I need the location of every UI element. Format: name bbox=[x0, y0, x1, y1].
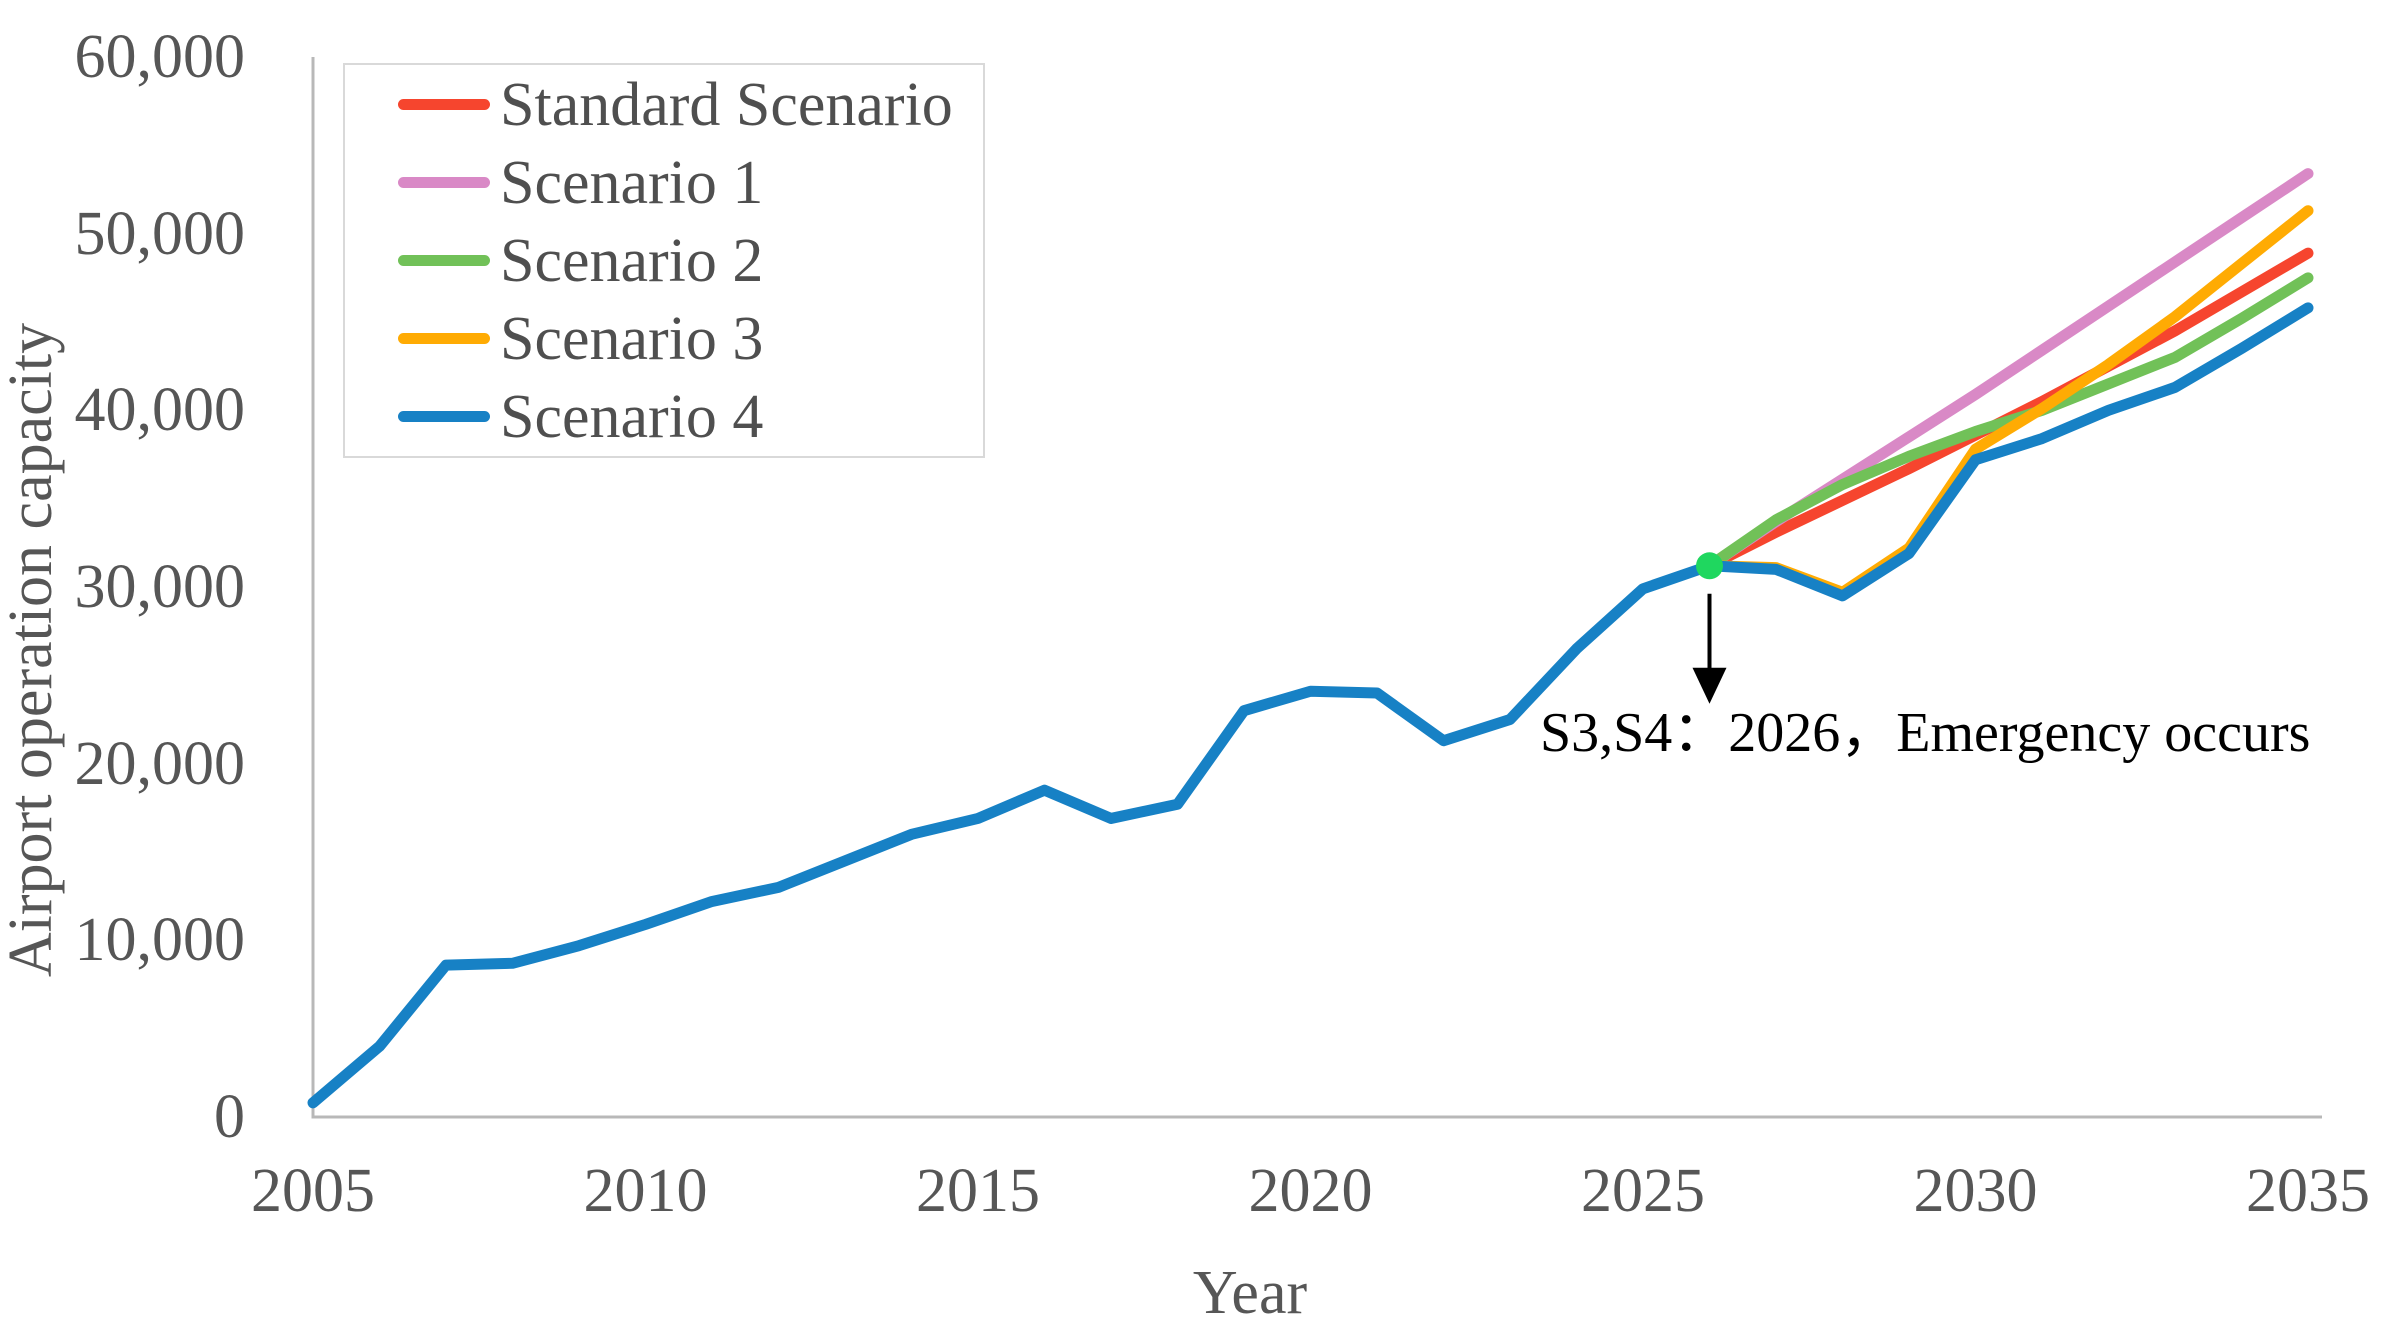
x-tick-label: 2025 bbox=[1581, 1157, 1705, 1225]
emergency-marker-dot bbox=[1696, 552, 1723, 580]
legend-label: Scenario 4 bbox=[500, 382, 764, 451]
legend-swatch-scenario-1 bbox=[398, 177, 490, 188]
x-tick-label: 2030 bbox=[1913, 1157, 2038, 1225]
y-tick-label: 50,000 bbox=[74, 199, 246, 268]
y-tick-label: 60,000 bbox=[74, 23, 246, 91]
series-line-scenario-3 bbox=[1704, 205, 2314, 598]
x-tick-label: 2020 bbox=[1248, 1157, 1373, 1225]
legend-label: Scenario 3 bbox=[500, 304, 764, 373]
x-tick-label: 2015 bbox=[916, 1157, 1040, 1225]
legend-label: Scenario 2 bbox=[500, 226, 764, 295]
legend-item-standard-scenario: Standard Scenario bbox=[345, 66, 983, 143]
legend-label: Scenario 1 bbox=[500, 148, 764, 217]
y-tick-label: 30,000 bbox=[74, 553, 246, 621]
legend-swatch-scenario-2 bbox=[398, 255, 490, 266]
x-tick-label: 2005 bbox=[251, 1157, 375, 1225]
x-tick-label: 2010 bbox=[583, 1157, 708, 1225]
legend-swatch-standard-scenario bbox=[398, 99, 490, 110]
y-tick-label: 20,000 bbox=[74, 729, 246, 798]
legend-label: Standard Scenario bbox=[500, 70, 953, 139]
series-line-standard-scenario bbox=[1704, 247, 2314, 572]
series-line-scenario-2 bbox=[1704, 272, 2314, 572]
legend-item-scenario-1: Scenario 1 bbox=[345, 144, 983, 221]
x-tick-label: 2035 bbox=[2246, 1157, 2370, 1225]
legend-swatch-scenario-3 bbox=[398, 333, 490, 344]
y-tick-label: 10,000 bbox=[74, 906, 246, 975]
legend-swatch-scenario-4 bbox=[398, 411, 490, 422]
annotation-arrow-head bbox=[1692, 667, 1727, 704]
axis-lines bbox=[311, 57, 2322, 1119]
legend-item-scenario-4: Scenario 4 bbox=[345, 378, 983, 455]
annotation-text: S3,S4：2026，Emergency occurs bbox=[1540, 702, 2311, 764]
legend-item-scenario-2: Scenario 2 bbox=[345, 222, 983, 299]
y-tick-label: 0 bbox=[214, 1083, 245, 1151]
legend: Standard Scenario Scenario 1 Scenario 2 Sce… bbox=[343, 63, 985, 458]
x-axis-title: Year bbox=[1192, 1259, 1308, 1327]
y-tick-label: 40,000 bbox=[74, 376, 246, 445]
legend-item-scenario-3: Scenario 3 bbox=[345, 300, 983, 377]
series-line-scenario-4 bbox=[307, 302, 2314, 1109]
